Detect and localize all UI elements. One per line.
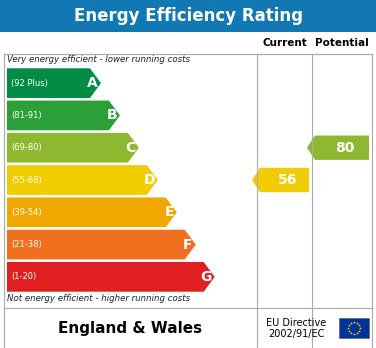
Text: 80: 80 (335, 141, 355, 155)
Bar (339, 318, 369, 338)
Text: G: G (200, 270, 212, 284)
Text: A: A (87, 76, 98, 90)
Text: E: E (164, 205, 174, 219)
Text: C: C (126, 141, 136, 155)
Polygon shape (7, 101, 120, 130)
Polygon shape (7, 68, 101, 98)
Text: (39-54): (39-54) (11, 208, 42, 217)
Text: 2002/91/EC: 2002/91/EC (268, 329, 325, 339)
Text: Energy Efficiency Rating: Energy Efficiency Rating (73, 7, 303, 25)
Text: (1-20): (1-20) (11, 272, 36, 281)
Text: England & Wales: England & Wales (58, 321, 203, 335)
Text: (55-68): (55-68) (11, 175, 42, 184)
Polygon shape (7, 262, 215, 292)
Text: (92 Plus): (92 Plus) (11, 79, 48, 88)
Text: Very energy efficient - lower running costs: Very energy efficient - lower running co… (7, 55, 190, 64)
Text: EU Directive: EU Directive (266, 318, 327, 328)
Text: Potential: Potential (315, 38, 369, 48)
Polygon shape (7, 230, 196, 259)
Text: Not energy efficient - higher running costs: Not energy efficient - higher running co… (7, 294, 190, 303)
Polygon shape (307, 135, 369, 160)
Text: 56: 56 (278, 173, 297, 187)
Polygon shape (7, 197, 177, 227)
Text: (81-91): (81-91) (11, 111, 42, 120)
Text: (69-80): (69-80) (11, 143, 42, 152)
Polygon shape (252, 168, 309, 192)
Text: F: F (183, 238, 193, 252)
Text: B: B (106, 109, 117, 122)
Polygon shape (7, 165, 158, 195)
Text: D: D (143, 173, 155, 187)
Polygon shape (7, 133, 139, 163)
Text: (21-38): (21-38) (11, 240, 42, 249)
Text: Current: Current (262, 38, 307, 48)
Bar (0, 0, 376, 32)
